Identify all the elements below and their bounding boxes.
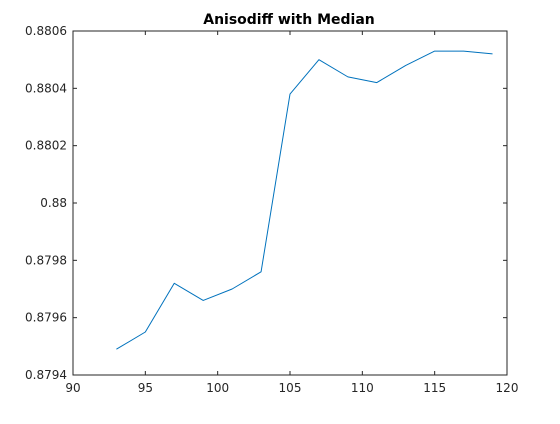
axes-box bbox=[72, 30, 508, 376]
y-tick-label: 0.8806 bbox=[25, 24, 67, 38]
y-tick-label: 0.8804 bbox=[25, 81, 67, 95]
tick-labels: 90 95 100 105 110 115 120 0.8794 0.8796 0.8798 0.8… bbox=[25, 24, 518, 395]
x-tick-label: 115 bbox=[423, 381, 446, 395]
x-tick-label: 120 bbox=[496, 381, 519, 395]
x-tick-label: 110 bbox=[351, 381, 374, 395]
x-tick-label: 90 bbox=[65, 381, 80, 395]
y-tick-label: 0.8798 bbox=[25, 253, 67, 267]
x-tick-label: 100 bbox=[206, 381, 229, 395]
y-tick-label: 0.8796 bbox=[25, 311, 67, 325]
chart-title: Anisodiff with Median bbox=[203, 12, 375, 28]
y-tick-label: 0.8794 bbox=[25, 368, 67, 382]
x-tick-label: 95 bbox=[138, 381, 153, 395]
series-line bbox=[116, 50, 493, 350]
y-tick-label: 0.8802 bbox=[25, 139, 67, 153]
x-tick-label: 105 bbox=[279, 381, 302, 395]
y-tick-label: 0.88 bbox=[40, 196, 67, 210]
series-layer bbox=[116, 50, 493, 350]
axes bbox=[72, 30, 508, 376]
